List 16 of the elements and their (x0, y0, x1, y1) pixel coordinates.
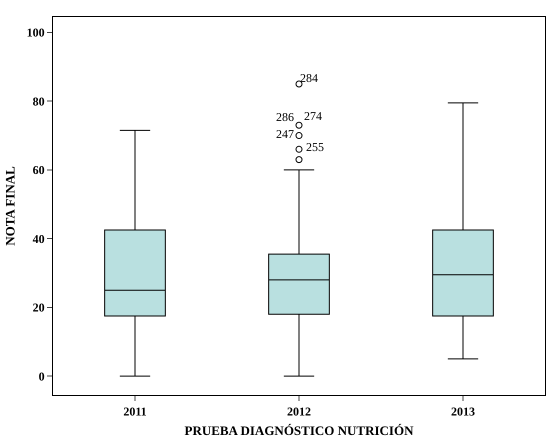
x-tick-label: 2011 (123, 404, 147, 418)
x-tick-label: 2012 (287, 404, 311, 418)
annotation: 255 (306, 140, 324, 154)
y-tick-label: 80 (32, 94, 45, 108)
y-axis-title: NOTA FINAL (2, 166, 18, 246)
annotation: 274 (304, 109, 322, 123)
annotation: 284 (300, 71, 318, 85)
y-tick-label: 60 (32, 163, 45, 178)
y-tick-label: 100 (26, 26, 45, 40)
annotation: 286 (276, 110, 294, 124)
x-axis-title: PRUEBA DIAGNÓSTICO NUTRICIÓN (184, 423, 414, 438)
y-tick-label: 40 (32, 232, 45, 246)
annotation: 247 (276, 127, 294, 141)
x-tick-label: 2013 (451, 404, 475, 418)
y-tick-label: 0 (38, 369, 45, 384)
y-tick-label: 20 (32, 300, 45, 315)
